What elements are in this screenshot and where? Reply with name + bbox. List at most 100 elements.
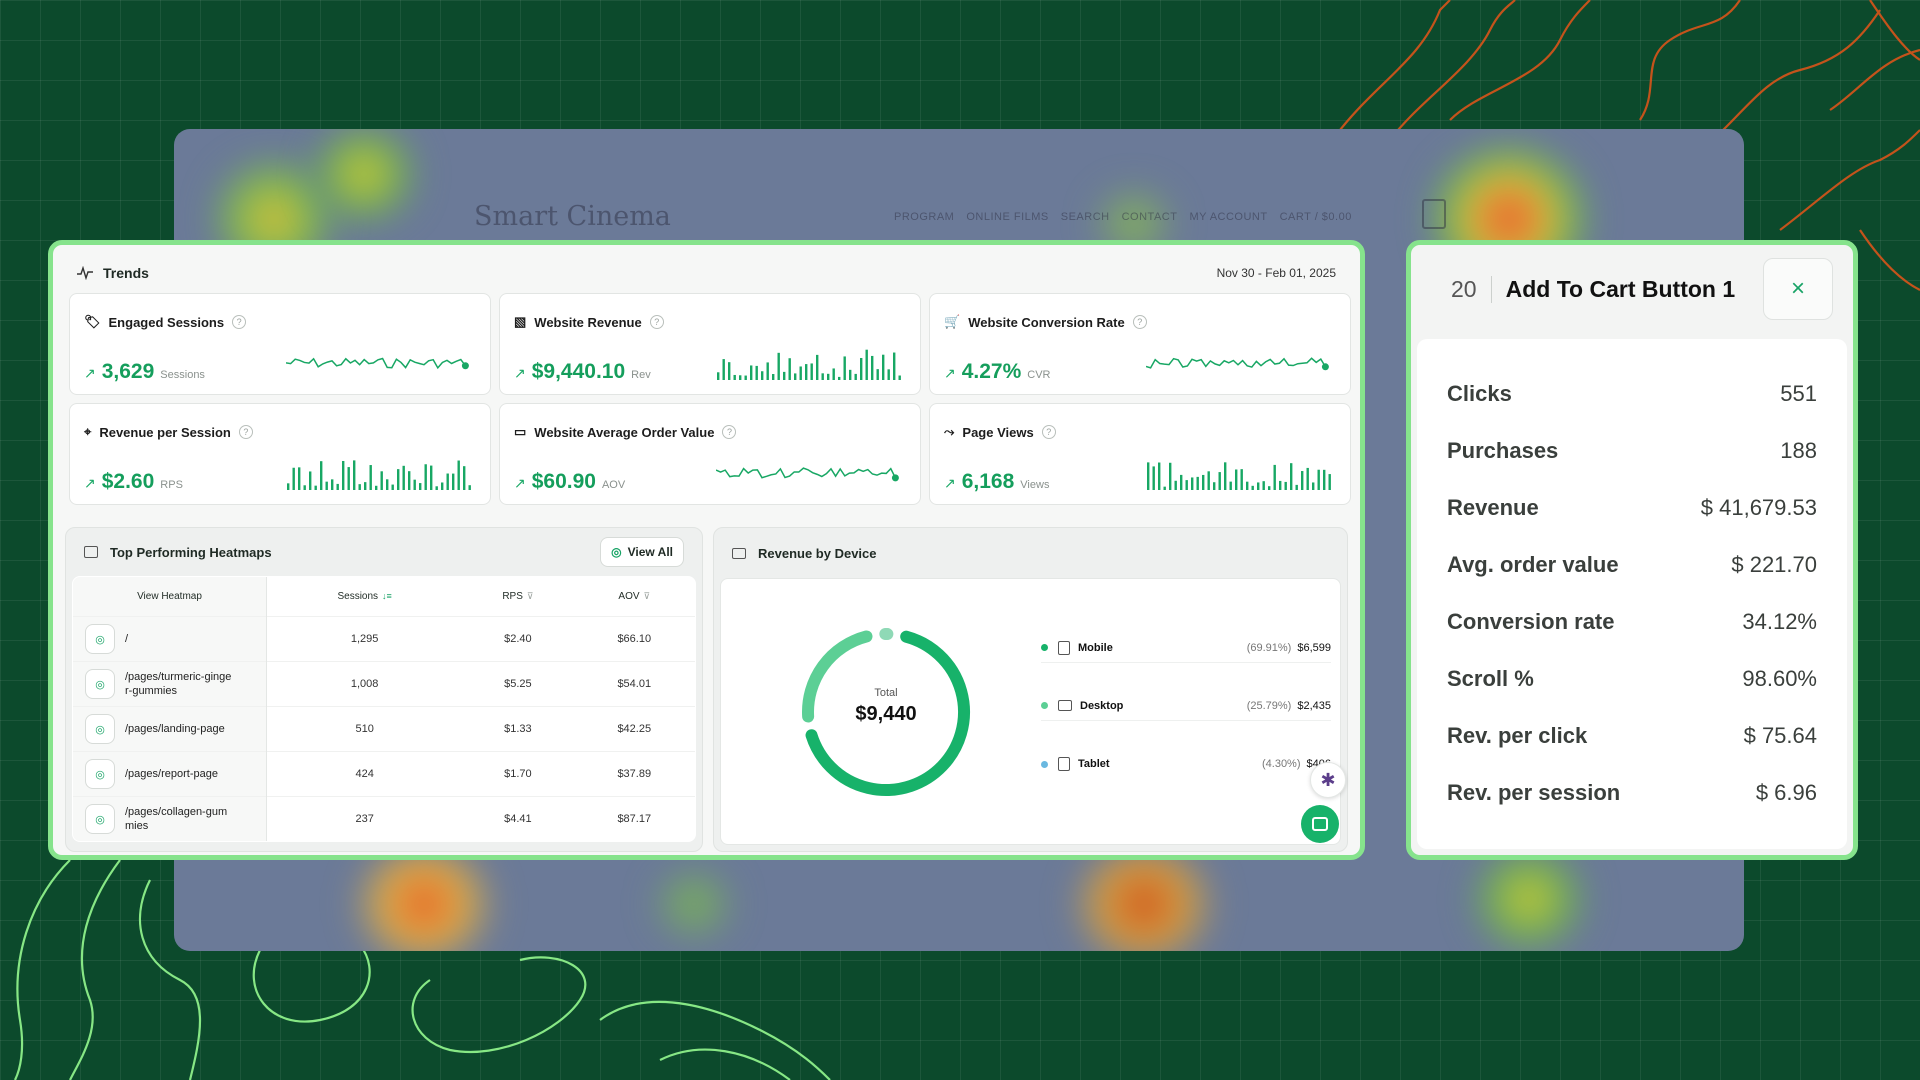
site-logo: Smart Cinema bbox=[474, 201, 671, 232]
tag-icon: 🏷 bbox=[84, 314, 101, 329]
spark-bar bbox=[303, 485, 306, 490]
view-heatmap-icon[interactable]: ◎ bbox=[85, 804, 115, 834]
date-range[interactable]: Nov 30 - Feb 01, 2025 bbox=[1216, 266, 1336, 280]
spark-bar bbox=[821, 373, 824, 380]
close-button[interactable]: × bbox=[1763, 258, 1833, 320]
spark-bar bbox=[375, 485, 378, 490]
view-heatmap-icon[interactable]: ◎ bbox=[85, 624, 115, 654]
spark-bar bbox=[1273, 464, 1276, 490]
table-row[interactable]: ◎ /pages/landing-page 510 $1.33 $42.25 bbox=[73, 706, 695, 752]
device-body: Total $9,440 Mobile (69.91%) $6,599 Desk… bbox=[720, 578, 1346, 845]
spark-bar bbox=[772, 374, 775, 380]
chat-button[interactable] bbox=[1301, 805, 1339, 843]
spark-bar bbox=[1218, 472, 1221, 490]
help-icon[interactable]: ? bbox=[238, 425, 253, 439]
metric-card[interactable]: ▭ Website Average Order Value? ↗ $60.90 AOV bbox=[499, 403, 921, 505]
spark-bar bbox=[358, 484, 361, 490]
spark-bar bbox=[463, 466, 466, 490]
spark-bar bbox=[1279, 480, 1282, 490]
metric-card[interactable]: 🛒 Website Conversion Rate? ↗ 4.27% CVR bbox=[929, 293, 1351, 395]
help-icon[interactable]: ? bbox=[1041, 425, 1056, 439]
aov-cell: $42.25 bbox=[573, 706, 695, 752]
spark-bar bbox=[320, 461, 323, 490]
aov-cell: $87.17 bbox=[573, 796, 695, 841]
spark-bar bbox=[893, 352, 896, 380]
legend-row-mobile[interactable]: Mobile (69.91%) $6,599 bbox=[1041, 633, 1331, 663]
spark-bar bbox=[408, 471, 411, 490]
filter-icon[interactable]: ⊽ bbox=[526, 591, 534, 601]
page-path[interactable]: / bbox=[125, 633, 129, 645]
sparkline bbox=[286, 357, 469, 370]
trend-up-icon: ↗ bbox=[944, 365, 956, 381]
page-path[interactable]: /pages/collagen-gummies bbox=[125, 806, 228, 832]
table-row[interactable]: ◎ / 1,295 $2.40 $66.10 bbox=[73, 616, 695, 662]
help-icon[interactable]: ? bbox=[1132, 315, 1147, 329]
spark-bar bbox=[353, 460, 356, 490]
metric-unit: Sessions bbox=[160, 369, 205, 381]
column-header-sessions[interactable]: Sessions ↓≡ bbox=[267, 577, 463, 617]
spark-bar bbox=[794, 373, 797, 380]
sessions-cell: 424 bbox=[266, 751, 463, 797]
sort-icon[interactable]: ↓≡ bbox=[382, 591, 392, 601]
stat-label: Rev. per click bbox=[1447, 722, 1588, 748]
help-icon[interactable]: ? bbox=[232, 315, 247, 329]
spark-bar bbox=[1301, 471, 1304, 490]
donut-slice-desktop[interactable] bbox=[802, 630, 873, 723]
view-heatmap-icon[interactable]: ◎ bbox=[85, 759, 115, 789]
metric-card[interactable]: ⤳ Page Views? ↗ 6,168 Views bbox=[929, 403, 1351, 505]
panel-title: Revenue by Device bbox=[758, 545, 877, 561]
device-amount: $2,435 bbox=[1297, 699, 1331, 712]
help-icon[interactable]: ? bbox=[649, 315, 664, 329]
page-path[interactable]: /pages/landing-page bbox=[125, 723, 225, 735]
trend-up-icon: ↗ bbox=[514, 475, 526, 491]
legend-row-tablet[interactable]: Tablet (4.30%) $406 bbox=[1041, 749, 1331, 779]
view-heatmap-icon[interactable]: ◎ bbox=[85, 714, 115, 744]
donut-total-label: Total bbox=[874, 687, 898, 699]
donut-slice-mobile[interactable] bbox=[805, 630, 970, 796]
spark-endpoint bbox=[1321, 363, 1329, 371]
view-all-button[interactable]: ◎ View All bbox=[600, 537, 684, 567]
mobile-icon bbox=[1058, 640, 1070, 655]
spark-bar bbox=[1202, 474, 1205, 490]
element-title: Add To Cart Button 1 bbox=[1505, 275, 1736, 302]
stat-value: 98.60% bbox=[1742, 665, 1817, 691]
device-name: Tablet bbox=[1078, 758, 1110, 770]
view-heatmap-icon[interactable]: ◎ bbox=[85, 669, 115, 699]
rps-cell: $2.40 bbox=[462, 616, 574, 662]
page-path[interactable]: /pages/turmeric-ginger-gummies bbox=[125, 671, 232, 697]
column-header-aov[interactable]: AOV ⊽ bbox=[574, 577, 695, 617]
column-header-rps[interactable]: RPS ⊽ bbox=[462, 577, 573, 617]
metric-card[interactable]: ⌖ Revenue per Session? ↗ $2.60 RPS bbox=[69, 403, 491, 505]
metric-label: Engaged Sessions bbox=[108, 314, 225, 330]
trend-up-icon: ↗ bbox=[514, 365, 526, 381]
metric-cards: 🏷 Engaged Sessions? ↗ 3,629 Sessions ▧ Websi… bbox=[65, 293, 1351, 505]
spark-bar bbox=[287, 483, 290, 490]
rps-cell: $1.70 bbox=[462, 751, 574, 797]
metric-value: 6,168 bbox=[961, 470, 1015, 493]
desktop-icon bbox=[1058, 700, 1072, 711]
bug-icon[interactable]: ✱ bbox=[1310, 762, 1346, 798]
trends-title: Trends bbox=[103, 265, 149, 281]
element-number: 20 bbox=[1451, 275, 1492, 303]
device-amount: $6,599 bbox=[1297, 641, 1331, 654]
table-row[interactable]: ◎ /pages/report-page 424 $1.70 $37.89 bbox=[73, 751, 695, 797]
revenue-donut-chart[interactable] bbox=[797, 623, 975, 801]
table-row[interactable]: ◎ /pages/turmeric-ginger-gummies 1,008 $5… bbox=[73, 661, 695, 707]
table-row[interactable]: ◎ /pages/collagen-gummies 237 $4.41 $87.1… bbox=[73, 796, 695, 841]
help-icon[interactable]: ? bbox=[722, 425, 737, 439]
analytics-dashboard: Trends Nov 30 - Feb 01, 2025 🏷 Engaged Se… bbox=[48, 240, 1365, 860]
sparkline bbox=[1146, 357, 1329, 371]
spark-bar bbox=[871, 355, 874, 380]
metric-card[interactable]: 🏷 Engaged Sessions? ↗ 3,629 Sessions bbox=[69, 293, 491, 395]
spark-bar bbox=[1284, 481, 1287, 490]
site-nav-item: SEARCH bbox=[1060, 211, 1110, 223]
column-header-label: RPS bbox=[502, 591, 523, 602]
page-path[interactable]: /pages/report-page bbox=[125, 768, 218, 780]
site-nav: PROGRAM ONLINE FILMS SEARCH CONTACT MY A… bbox=[894, 211, 1352, 223]
spark-bar bbox=[402, 465, 405, 490]
metric-card[interactable]: ▧ Website Revenue? ↗ $9,440.10 Rev bbox=[499, 293, 921, 395]
filter-icon[interactable]: ⊽ bbox=[643, 591, 651, 601]
spark-bar bbox=[1196, 476, 1199, 490]
legend-row-desktop[interactable]: Desktop (25.79%) $2,435 bbox=[1041, 691, 1331, 721]
spark-bar bbox=[750, 365, 753, 380]
